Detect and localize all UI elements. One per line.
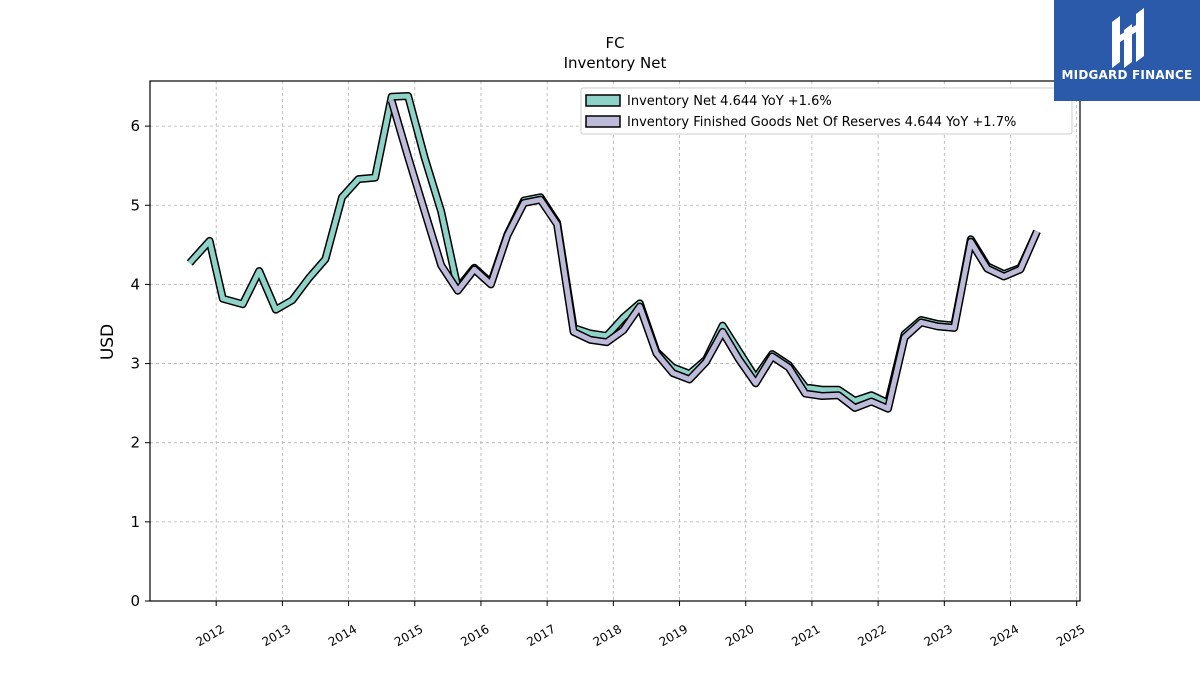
brand-logo: MIDGARD FINANCE [1054, 0, 1200, 101]
y-tick-label: 6 [130, 117, 140, 135]
x-tick-label: 2017 [524, 622, 557, 649]
legend-box [580, 87, 1073, 135]
x-tick-label: 2015 [392, 622, 425, 649]
series-2-line [387, 99, 1041, 413]
x-tick-label: 2014 [326, 622, 359, 649]
legend-swatch [585, 115, 621, 128]
x-tick-label: 2018 [591, 622, 624, 649]
y-tick-label: 3 [130, 355, 140, 373]
y-tick-label: 1 [130, 513, 140, 531]
x-tick-label: 2020 [723, 622, 756, 649]
legend-label: Inventory Net 4.644 YoY +1.6% [627, 94, 832, 109]
y-tick-label: 4 [130, 275, 140, 293]
axis-ticks: 0 1 2 3 4 5 6 2012 2013 2014 2015 2016 2017 2018 2019 2… [130, 117, 1087, 649]
x-tick-label: 2022 [855, 622, 888, 649]
y-tick-label: 0 [130, 592, 140, 610]
plot-frame [149, 80, 1081, 602]
legend-label: Inventory Finished Goods Net Of Reserves… [627, 115, 1016, 130]
y-tick-label: 5 [130, 196, 140, 214]
series-lines [186, 92, 1041, 413]
legend-swatch [585, 94, 621, 107]
y-tick-label: 2 [130, 434, 140, 452]
series-2-outline [387, 99, 1041, 413]
x-tick-label: 2025 [1054, 622, 1087, 649]
chart-subtitle: Inventory Net [564, 54, 667, 72]
chart-title: FC [605, 34, 624, 52]
x-tick-label: 2013 [260, 622, 293, 649]
x-tick-label: 2024 [988, 622, 1021, 649]
legend: Inventory Net 4.644 YoY +1.6% Inventory F… [580, 87, 1073, 135]
logo-mark-icon [1112, 8, 1144, 68]
x-tick-label: 2021 [789, 622, 822, 649]
x-tick-label: 2023 [922, 622, 955, 649]
logo-text: MIDGARD FINANCE [1061, 68, 1193, 82]
y-axis-label: USD [98, 324, 118, 360]
x-tick-label: 2016 [458, 622, 491, 649]
x-tick-label: 2019 [657, 622, 690, 649]
series-2-stroke [389, 100, 1040, 412]
x-tick-label: 2012 [193, 622, 226, 649]
